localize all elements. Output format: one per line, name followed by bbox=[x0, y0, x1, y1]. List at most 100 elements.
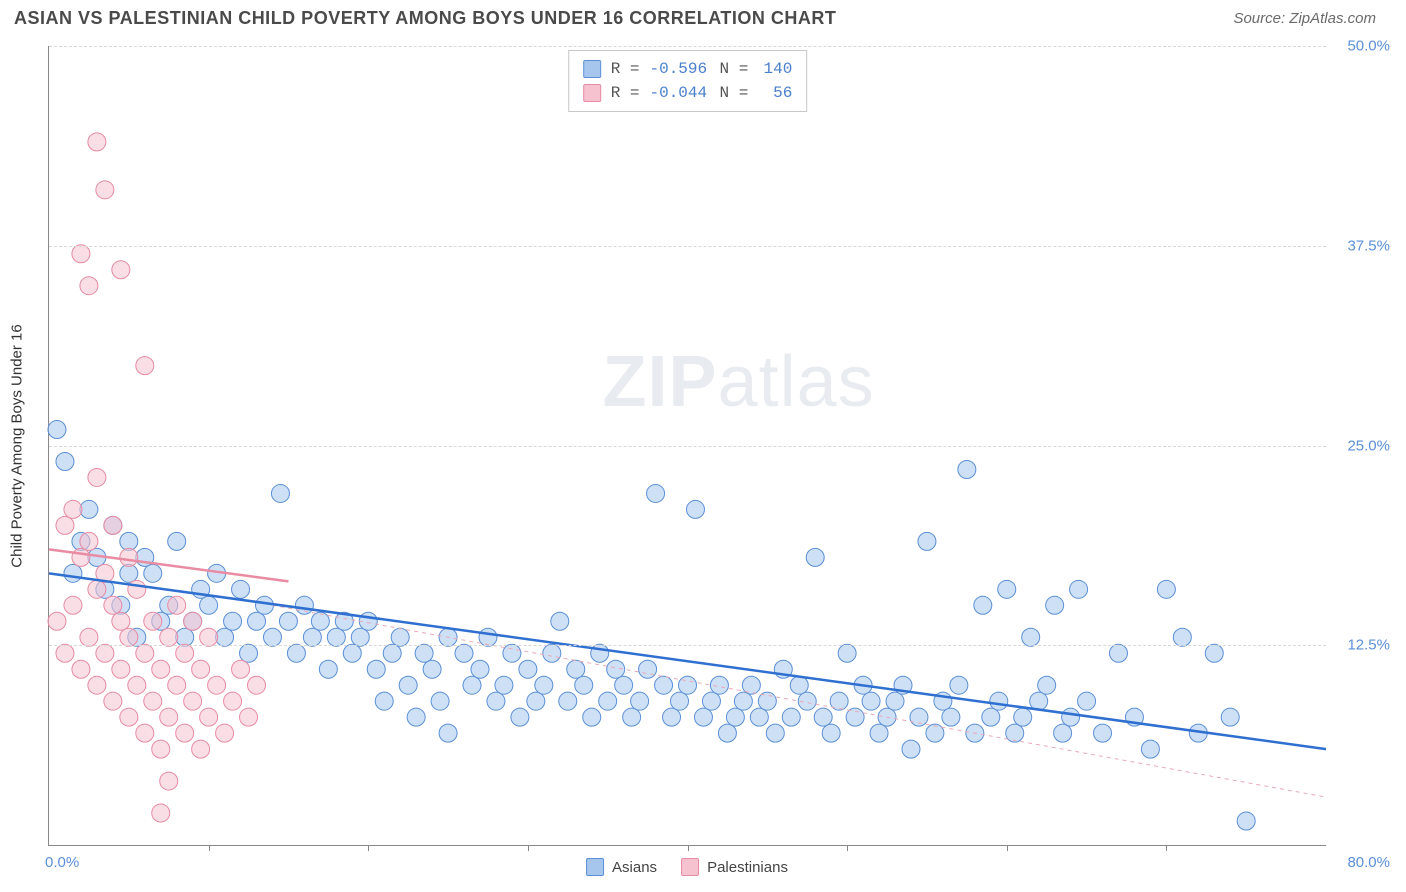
ytick-label: 50.0% bbox=[1347, 38, 1390, 55]
stats-row: R =-0.044N =56 bbox=[583, 81, 793, 105]
data-point bbox=[1221, 708, 1239, 726]
data-point bbox=[1173, 628, 1191, 646]
data-point bbox=[615, 676, 633, 694]
data-point bbox=[415, 644, 433, 662]
legend-label: Asians bbox=[612, 859, 657, 876]
data-point bbox=[583, 708, 601, 726]
data-point bbox=[88, 468, 106, 486]
data-point bbox=[56, 644, 74, 662]
data-point bbox=[144, 692, 162, 710]
data-point bbox=[64, 500, 82, 518]
data-point bbox=[104, 516, 122, 534]
data-point bbox=[1157, 580, 1175, 598]
data-point bbox=[1062, 708, 1080, 726]
data-point bbox=[631, 692, 649, 710]
data-point bbox=[112, 612, 130, 630]
data-point bbox=[575, 676, 593, 694]
stat-r-value: -0.044 bbox=[650, 81, 710, 105]
y-axis-label: Child Poverty Among Boys Under 16 bbox=[9, 324, 26, 567]
data-point bbox=[48, 612, 66, 630]
data-point bbox=[1070, 580, 1088, 598]
xtick bbox=[1166, 845, 1167, 851]
data-point bbox=[790, 676, 808, 694]
data-point bbox=[487, 692, 505, 710]
data-point bbox=[599, 692, 617, 710]
data-point bbox=[663, 708, 681, 726]
data-point bbox=[495, 676, 513, 694]
data-point bbox=[543, 644, 561, 662]
ytick-label: 12.5% bbox=[1347, 637, 1390, 654]
ytick-label: 25.0% bbox=[1347, 437, 1390, 454]
bottom-legend: AsiansPalestinians bbox=[586, 858, 788, 876]
data-point bbox=[200, 708, 218, 726]
data-point bbox=[862, 692, 880, 710]
gridline bbox=[49, 645, 1326, 646]
data-point bbox=[232, 660, 250, 678]
data-point bbox=[152, 740, 170, 758]
data-point bbox=[200, 628, 218, 646]
data-point bbox=[551, 612, 569, 630]
legend-swatch bbox=[583, 84, 601, 102]
data-point bbox=[104, 596, 122, 614]
data-point bbox=[1046, 596, 1064, 614]
data-point bbox=[248, 612, 266, 630]
data-point bbox=[136, 644, 154, 662]
data-point bbox=[990, 692, 1008, 710]
data-point bbox=[120, 628, 138, 646]
data-point bbox=[998, 580, 1016, 598]
data-point bbox=[694, 708, 712, 726]
stats-row: R =-0.596N =140 bbox=[583, 57, 793, 81]
data-point bbox=[303, 628, 321, 646]
data-point bbox=[72, 548, 90, 566]
data-point bbox=[822, 724, 840, 742]
data-point bbox=[224, 612, 242, 630]
data-point bbox=[974, 596, 992, 614]
data-point bbox=[1022, 628, 1040, 646]
data-point bbox=[1237, 812, 1255, 830]
data-point bbox=[80, 500, 98, 518]
data-point bbox=[511, 708, 529, 726]
data-point bbox=[263, 628, 281, 646]
plot-area: Child Poverty Among Boys Under 16 0.0% 8… bbox=[48, 46, 1326, 846]
data-point bbox=[192, 740, 210, 758]
data-point bbox=[311, 612, 329, 630]
data-point bbox=[982, 708, 1000, 726]
legend-swatch bbox=[681, 858, 699, 876]
data-point bbox=[806, 548, 824, 566]
stat-n-value: 56 bbox=[758, 81, 792, 105]
data-point bbox=[136, 724, 154, 742]
data-point bbox=[439, 724, 457, 742]
data-point bbox=[1014, 708, 1032, 726]
data-point bbox=[120, 548, 138, 566]
data-point bbox=[56, 452, 74, 470]
data-point bbox=[88, 676, 106, 694]
data-point bbox=[240, 708, 258, 726]
data-point bbox=[519, 660, 537, 678]
data-point bbox=[176, 644, 194, 662]
legend-item: Asians bbox=[586, 858, 657, 876]
data-point bbox=[112, 660, 130, 678]
data-point bbox=[160, 772, 178, 790]
data-point bbox=[144, 612, 162, 630]
data-point bbox=[726, 708, 744, 726]
data-point bbox=[56, 516, 74, 534]
data-point bbox=[503, 644, 521, 662]
data-point bbox=[886, 692, 904, 710]
legend-swatch bbox=[583, 60, 601, 78]
data-point bbox=[48, 421, 66, 439]
data-point bbox=[279, 612, 297, 630]
data-point bbox=[623, 708, 641, 726]
data-point bbox=[248, 676, 266, 694]
data-point bbox=[160, 708, 178, 726]
data-point bbox=[80, 628, 98, 646]
data-point bbox=[144, 564, 162, 582]
data-point bbox=[671, 692, 689, 710]
data-point bbox=[287, 644, 305, 662]
data-point bbox=[1205, 644, 1223, 662]
data-point bbox=[926, 724, 944, 742]
data-point bbox=[72, 660, 90, 678]
data-point bbox=[710, 676, 728, 694]
data-point bbox=[1141, 740, 1159, 758]
data-point bbox=[383, 644, 401, 662]
x-max-label: 80.0% bbox=[1347, 854, 1390, 871]
